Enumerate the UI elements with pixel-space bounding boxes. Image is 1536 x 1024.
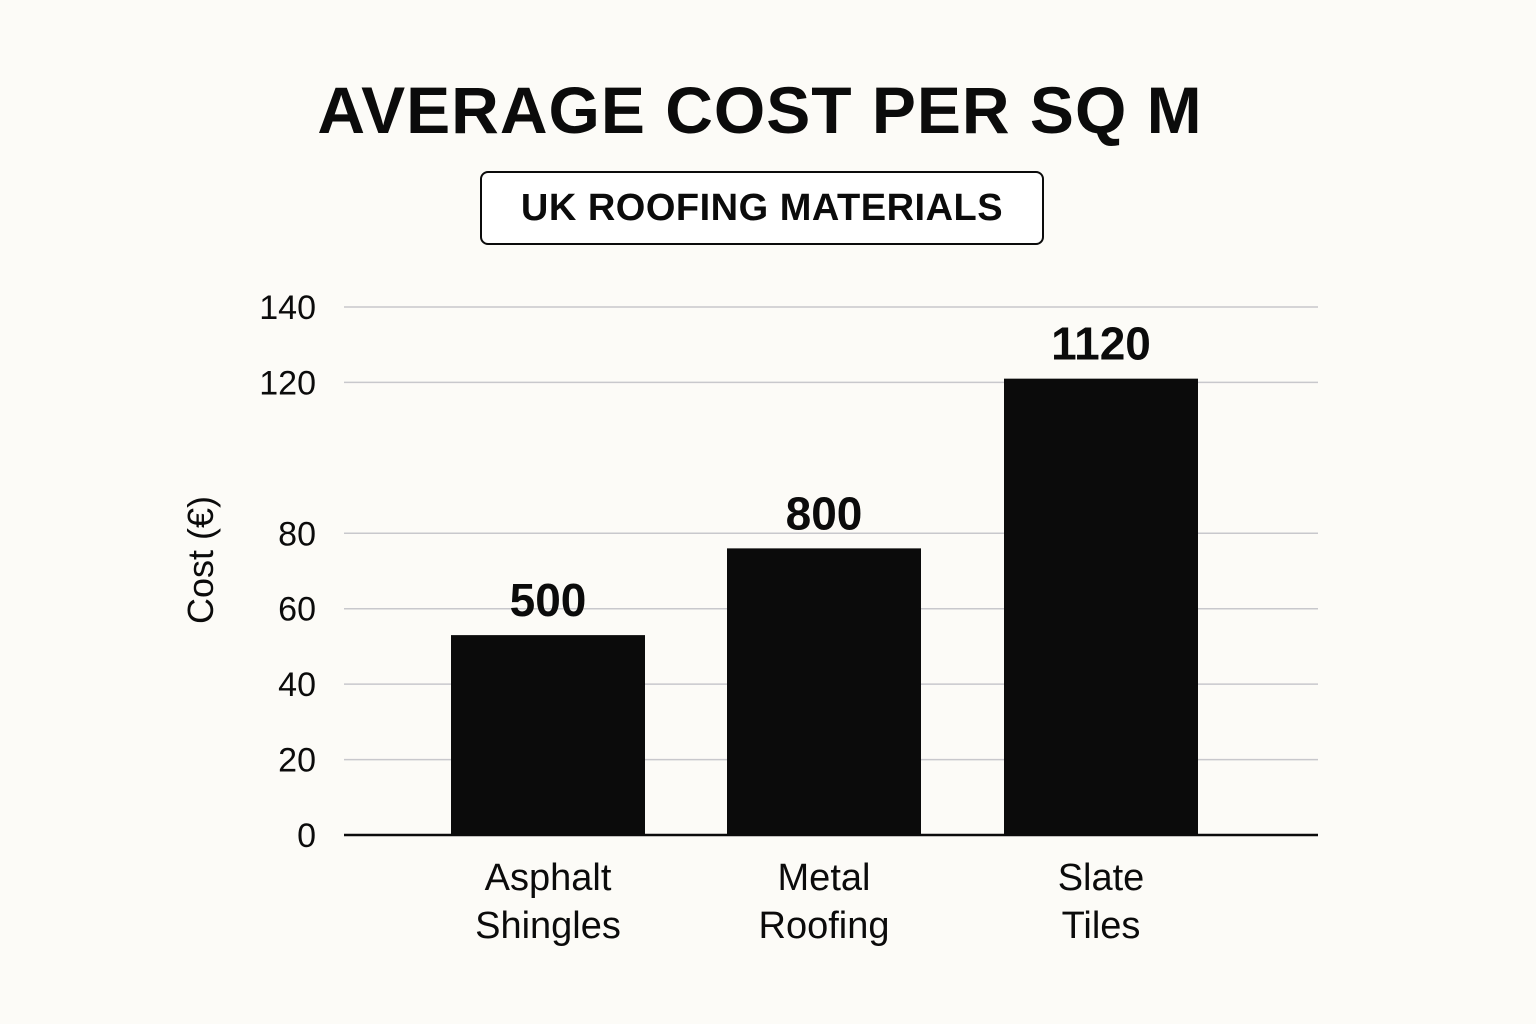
data-label-1: 800 [786, 487, 863, 539]
chart-subtitle: UK ROOFING MATERIALS [520, 186, 1004, 229]
bar-0 [451, 635, 645, 835]
category-label-2-0: Slate [1058, 857, 1145, 899]
y-axis-label: Cost (€) [180, 496, 221, 624]
chart-subtitle-badge: UK ROOFING MATERIALS [480, 171, 1044, 245]
y-tick-label: 0 [297, 817, 316, 855]
y-tick-label: 60 [278, 591, 316, 629]
y-tick-label: 80 [278, 515, 316, 553]
data-label-0: 500 [510, 574, 587, 626]
category-label-1-0: Metal [778, 857, 871, 899]
bar-1 [727, 548, 921, 835]
y-tick-label: 140 [259, 289, 316, 327]
category-label-2-1: Tiles [1062, 905, 1141, 947]
y-tick-label: 20 [278, 742, 316, 780]
category-label-1-1: Roofing [759, 905, 890, 947]
bar-2 [1004, 378, 1198, 835]
y-tick-label: 120 [259, 364, 316, 402]
data-label-2: 1120 [1051, 318, 1151, 370]
labels: 0 20 40 60 80 120 140 500 Asphalt Shingles 800 Meta… [180, 289, 1151, 947]
category-label-0-1: Shingles [475, 905, 621, 947]
category-label-0-0: Asphalt [485, 857, 612, 899]
bars [451, 378, 1198, 835]
chart-title: AVERAGE COST PER SQ M [317, 73, 1203, 147]
y-tick-label: 40 [278, 666, 316, 704]
